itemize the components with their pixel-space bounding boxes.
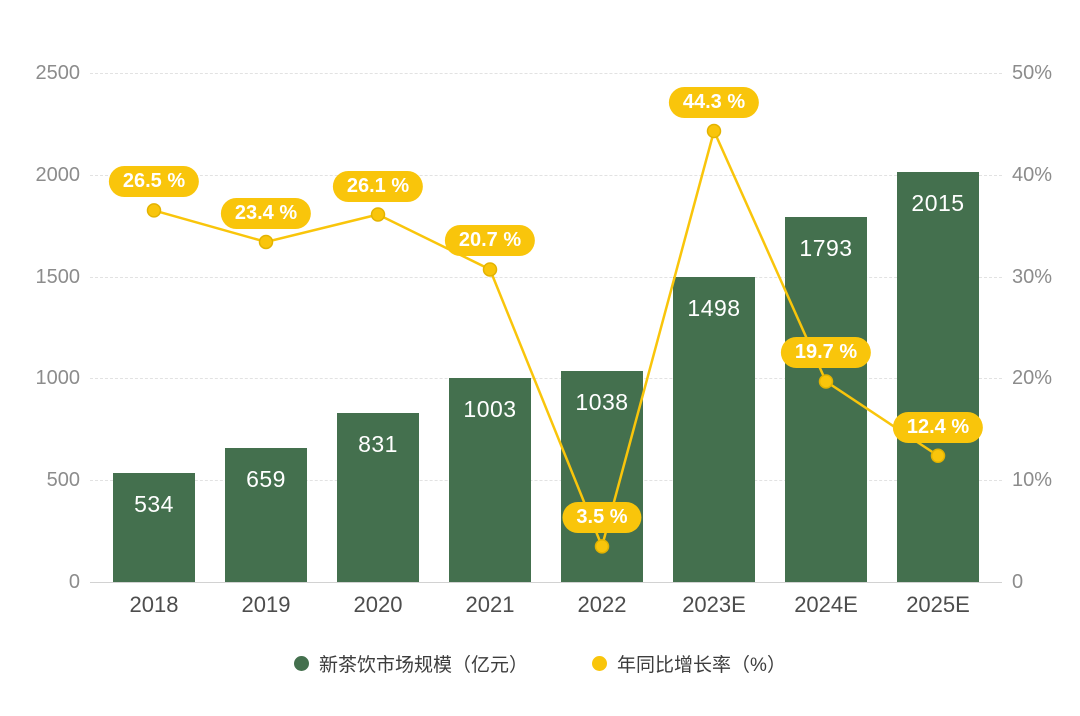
legend-bar-marker-icon bbox=[294, 656, 310, 671]
growth-rate-label-2019: 23.4 % bbox=[220, 197, 312, 229]
legend-bar-label: 新茶饮市场规模（亿元） bbox=[319, 655, 529, 676]
bar-value-label: 2015 bbox=[911, 189, 965, 216]
bar-2019: 659 bbox=[225, 447, 307, 582]
growth-rate-label-2022: 3.5 % bbox=[562, 502, 642, 534]
growth-rate-label-2024E: 19.7 % bbox=[780, 337, 872, 369]
line-point-2021 bbox=[482, 262, 498, 277]
x-axis-label-2023E: 2023E bbox=[682, 592, 746, 617]
y-axis-left-tick: 2000 bbox=[35, 163, 81, 186]
gridline bbox=[90, 174, 1002, 176]
gridline bbox=[90, 582, 1002, 583]
legend-line-label: 年同比增长率（%） bbox=[617, 655, 786, 676]
x-axis-label-2019: 2019 bbox=[241, 592, 291, 617]
x-axis-label-2021: 2021 bbox=[465, 592, 515, 617]
y-axis-right-tick: 10% bbox=[1012, 469, 1053, 492]
y-axis-right-tick: 0 bbox=[1012, 571, 1024, 593]
y-axis-right-tick: 50% bbox=[1012, 62, 1053, 84]
line-point-2018 bbox=[146, 203, 162, 218]
y-axis-right-tick: 30% bbox=[1012, 265, 1053, 288]
y-axis-right-tick: 40% bbox=[1012, 163, 1053, 186]
line-point-2019 bbox=[258, 234, 274, 250]
legend-item-market-size: 新茶饮市场规模（亿元） bbox=[294, 650, 528, 677]
bar-value-label: 1003 bbox=[463, 395, 517, 422]
x-axis-label-2020: 2020 bbox=[353, 592, 403, 617]
bar-2023E: 1498 bbox=[673, 277, 755, 582]
x-axis-label-2022: 2022 bbox=[577, 592, 627, 617]
bar-2024E: 1793 bbox=[785, 216, 867, 582]
bar-value-label: 1498 bbox=[687, 295, 741, 321]
growth-rate-label-2025E: 12.4 % bbox=[892, 411, 984, 443]
legend-line-marker-icon bbox=[592, 656, 608, 671]
bar-value-label: 534 bbox=[134, 491, 174, 518]
bar-2018: 534 bbox=[113, 473, 195, 582]
bar-value-label: 659 bbox=[246, 465, 286, 492]
growth-rate-label-2023E: 44.3 % bbox=[668, 87, 760, 119]
bar-2022: 1038 bbox=[561, 370, 643, 582]
y-axis-left-tick: 0 bbox=[68, 571, 80, 593]
bar-value-label: 1038 bbox=[575, 388, 629, 415]
growth-rate-label-2020: 26.1 % bbox=[332, 170, 424, 202]
bar-2025E: 2015 bbox=[897, 171, 979, 582]
x-axis-label-2025E: 2025E bbox=[906, 592, 970, 617]
bar-value-label: 1793 bbox=[799, 234, 853, 261]
gridline bbox=[90, 73, 1002, 74]
y-axis-left-tick: 1000 bbox=[35, 367, 81, 390]
x-axis-label-2018: 2018 bbox=[129, 592, 179, 617]
bar-2021: 1003 bbox=[449, 377, 531, 582]
y-axis-left-tick: 500 bbox=[46, 469, 80, 492]
growth-rate-label-2018: 26.5 % bbox=[108, 166, 200, 198]
bar-2020: 831 bbox=[337, 412, 419, 582]
line-point-2023E bbox=[706, 123, 722, 139]
growth-rate-label-2021: 20.7 % bbox=[444, 225, 536, 257]
y-axis-right-tick: 20% bbox=[1012, 367, 1053, 390]
legend: 新茶饮市场规模（亿元） 年同比增长率（%） bbox=[0, 650, 1080, 677]
line-point-2020 bbox=[370, 207, 386, 222]
x-axis-label-2024E: 2024E bbox=[794, 592, 858, 617]
y-axis-left-tick: 2500 bbox=[35, 62, 81, 84]
legend-item-growth-rate: 年同比增长率（%） bbox=[592, 650, 786, 677]
bar-value-label: 831 bbox=[358, 430, 398, 457]
y-axis-left-tick: 1500 bbox=[35, 265, 81, 288]
